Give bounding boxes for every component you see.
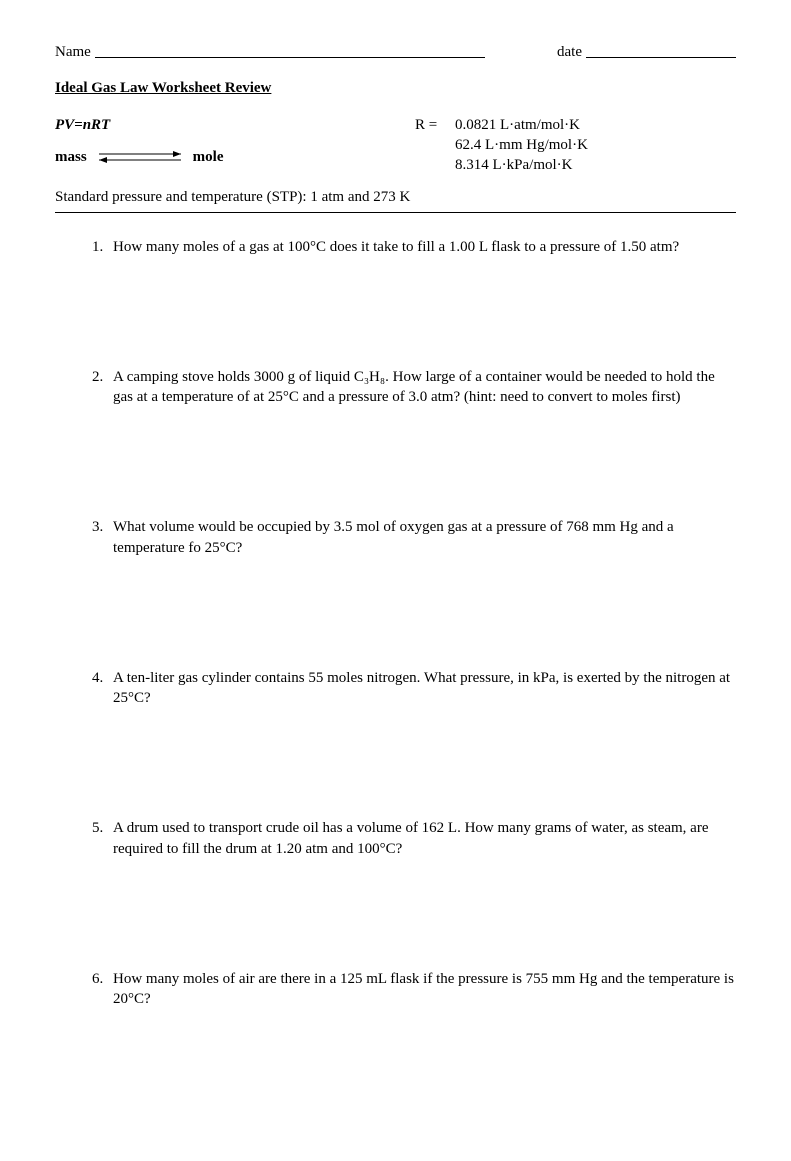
mole-label: mole bbox=[193, 147, 224, 167]
info-block: PV=nRT mass mole R = 0.0821 L·atm/mol·K … bbox=[55, 115, 736, 176]
r-label: R = bbox=[415, 115, 455, 176]
right-column: R = 0.0821 L·atm/mol·K 62.4 L·mm Hg/mol·… bbox=[415, 115, 736, 176]
stp-line: Standard pressure and temperature (STP):… bbox=[55, 187, 736, 207]
r-values: 0.0821 L·atm/mol·K 62.4 L·mm Hg/mol·K 8.… bbox=[455, 115, 588, 176]
question-2: A camping stove holds 3000 g of liquid C… bbox=[107, 367, 736, 408]
question-6: How many moles of air are there in a 125… bbox=[107, 969, 736, 1010]
header-row: Name date bbox=[55, 42, 736, 62]
date-label: date bbox=[557, 42, 582, 62]
mass-mole-row: mass mole bbox=[55, 147, 415, 167]
name-label: Name bbox=[55, 42, 91, 62]
left-column: PV=nRT mass mole bbox=[55, 115, 415, 176]
name-field: Name bbox=[55, 42, 551, 62]
r-value-3: 8.314 L·kPa/mol·K bbox=[455, 155, 588, 175]
question-4: A ten-liter gas cylinder contains 55 mol… bbox=[107, 668, 736, 709]
r-value-2: 62.4 L·mm Hg/mol·K bbox=[455, 135, 588, 155]
question-5: A drum used to transport crude oil has a… bbox=[107, 818, 736, 859]
date-blank[interactable] bbox=[586, 38, 736, 58]
mass-label: mass bbox=[55, 147, 87, 167]
worksheet-title: Ideal Gas Law Worksheet Review bbox=[55, 78, 736, 98]
r-value-1: 0.0821 L·atm/mol·K bbox=[455, 115, 588, 135]
question-list: How many moles of a gas at 100°C does it… bbox=[55, 237, 736, 1010]
question-1: How many moles of a gas at 100°C does it… bbox=[107, 237, 736, 257]
divider bbox=[55, 212, 736, 213]
name-blank[interactable] bbox=[95, 38, 485, 58]
question-3: What volume would be occupied by 3.5 mol… bbox=[107, 517, 736, 558]
ideal-gas-formula: PV=nRT bbox=[55, 115, 415, 135]
double-arrow-icon bbox=[95, 149, 185, 165]
date-field: date bbox=[557, 42, 736, 62]
r-constant-row: R = 0.0821 L·atm/mol·K 62.4 L·mm Hg/mol·… bbox=[415, 115, 736, 176]
